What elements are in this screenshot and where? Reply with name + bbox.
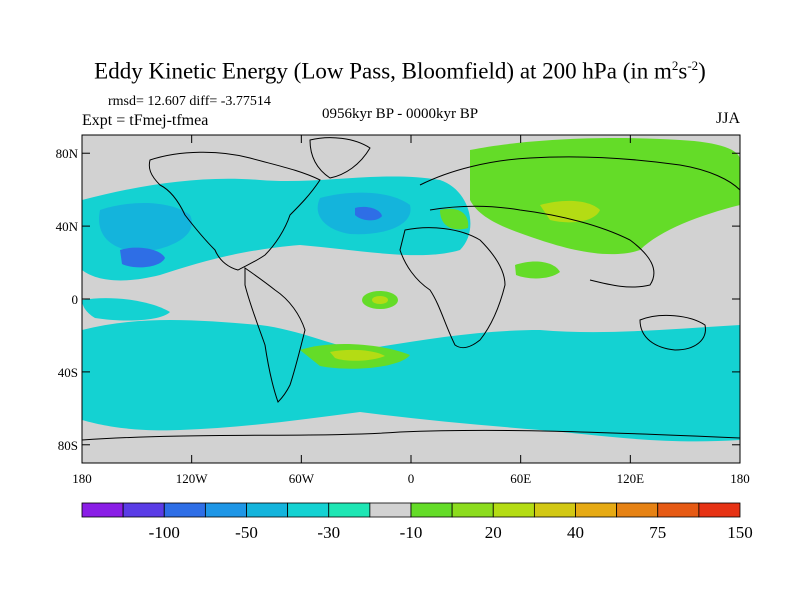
colorbar-swatch [81,502,124,518]
greenland-coast [309,137,371,179]
lon-label: 180 [730,471,750,486]
colorbar-swatch [533,502,576,518]
contour-pacific-core [120,247,165,268]
colorbar-label: -10 [400,523,423,542]
lon-label: 180 [72,471,92,486]
colorbar-swatch [492,502,535,518]
contour-atlantic-core [355,206,382,221]
coastlines [82,137,740,441]
south-america-coast [244,267,306,403]
colorbar-label: 20 [485,523,502,542]
colorbar-swatch [204,502,247,518]
lon-label: 120E [617,471,645,486]
chart-title: Eddy Kinetic Energy (Low Pass, Bloomfiel… [94,58,706,84]
lat-label: 40N [56,219,79,234]
contour-arabia-positive [515,261,560,279]
colorbar-swatch [616,502,659,518]
colorbar-swatch [410,502,453,518]
longitude-axis: 180 120W 60W 0 60E 120E 180 [72,135,750,486]
contour-eurasia-positive [470,138,740,255]
colorbar-swatch [575,502,618,518]
contour-eurasia-core [540,200,600,223]
lon-label: 60E [510,471,531,486]
colorbar: -100 -50 -30 -10 20 40 75 150 [81,502,753,542]
latitude-axis: 80N 40N 0 40S 80S [56,146,740,453]
lat-label: 40S [58,365,78,380]
contour-north-pacific [99,203,192,252]
lon-label: 60W [289,471,315,486]
season-label: JJA [715,110,740,127]
lon-label: 120W [176,471,209,486]
eurasia-coast [419,156,740,288]
australia-coast [639,315,706,351]
lat-label: 80S [58,438,78,453]
north-america-coast [148,151,321,271]
contour-tropical-pacific [82,298,170,321]
antarctica-coast [82,429,740,441]
colorbar-swatch [163,502,206,518]
lat-label: 0 [72,292,79,307]
colorbar-label: 150 [727,523,753,542]
colorbar-label: -50 [235,523,258,542]
period-label: 0956kyr BP - 0000kyr BP [321,106,479,122]
contour-south-band [82,320,740,442]
contour-europe-positive [440,208,469,230]
colorbar-swatch [451,502,494,518]
colorbar-label: -100 [149,523,180,542]
contour-field [82,135,740,463]
colorbar-label: -30 [317,523,340,542]
colorbar-swatch [246,502,289,518]
experiment-label: Expt = tFmej-tfmea [82,112,209,129]
colorbar-label: 40 [567,523,584,542]
colorbar-swatch [287,502,330,518]
colorbar-swatch [657,502,700,518]
colorbar-swatch [369,502,412,518]
colorbar-swatch [328,502,371,518]
africa-coast [399,227,506,349]
colorbar-swatch [122,502,165,518]
contour-south-atlantic-core [330,349,385,361]
contour-tropical-atlantic-core [372,296,388,304]
lon-label: 0 [408,471,415,486]
colorbar-label: 75 [649,523,666,542]
stats-text: rmsd= 12.607 diff= -3.77514 [108,94,271,109]
colorbar-swatch [698,502,741,518]
lat-label: 80N [56,146,79,161]
